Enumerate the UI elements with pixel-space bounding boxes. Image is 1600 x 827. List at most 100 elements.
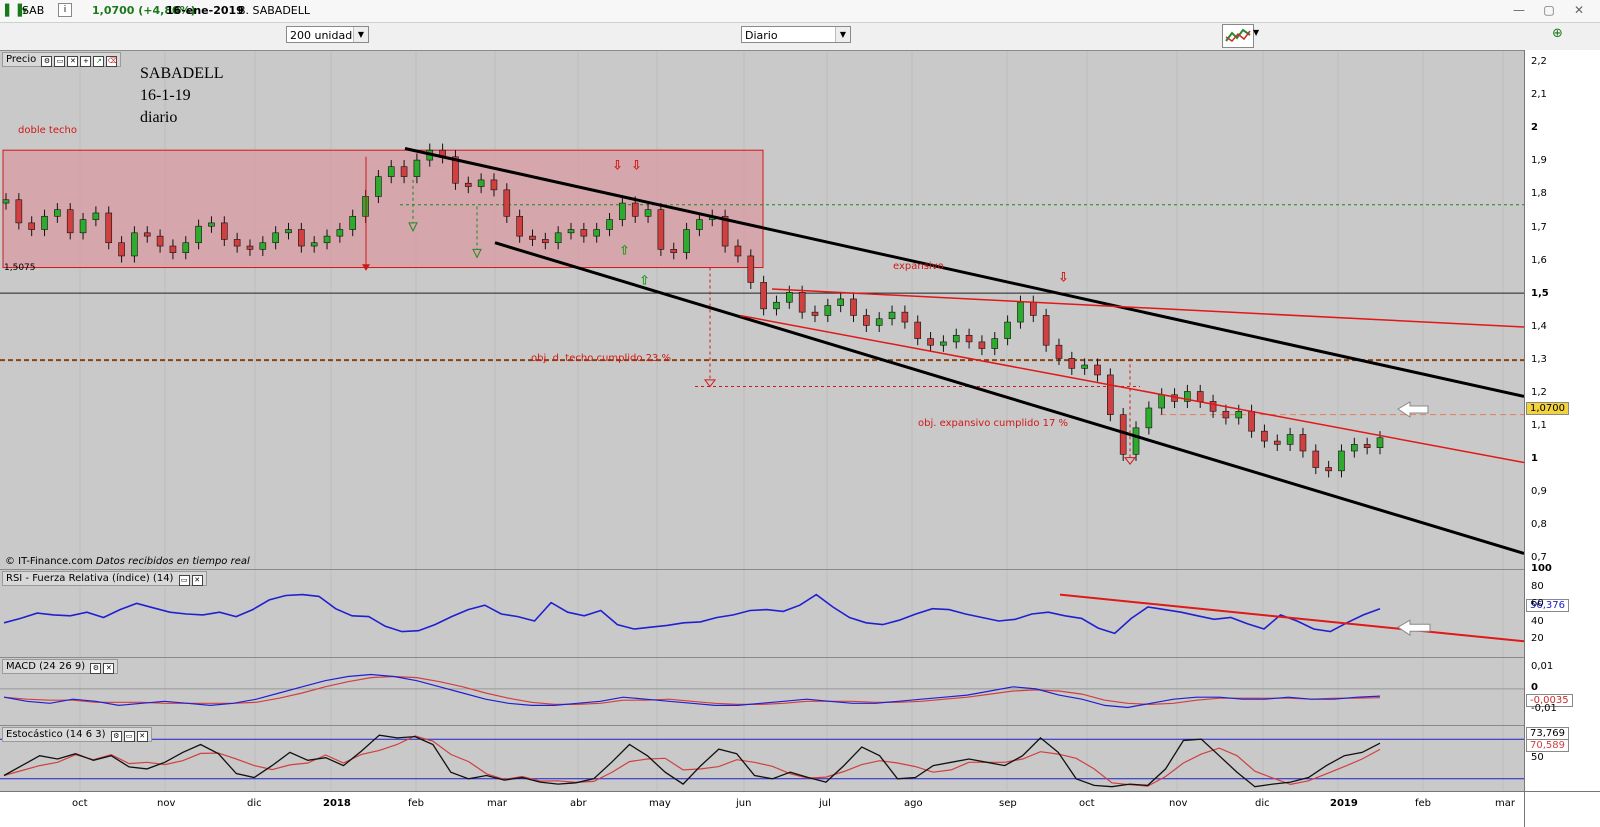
price-panel-title: Precio <box>6 54 37 65</box>
target-top-label: obj. d. techo cumplido 23 % <box>531 353 672 364</box>
candle-body <box>92 212 100 220</box>
minimize-icon[interactable]: — <box>1513 3 1525 17</box>
candle-body <box>965 334 973 343</box>
close-icon[interactable]: ✕ <box>191 575 203 586</box>
double-top-box <box>2 149 764 269</box>
wrench-icon[interactable]: ⚙ <box>110 731 122 742</box>
period-value: Diario <box>745 29 778 42</box>
candle-body <box>516 215 523 237</box>
maximize-icon[interactable]: ▢ <box>1543 3 1555 17</box>
signal-line <box>3 735 1381 787</box>
y-tick-label: 0 <box>1531 681 1538 693</box>
y-tick-label: 60 <box>1531 598 1544 610</box>
last-price-tag: 1,0700 <box>1526 402 1569 415</box>
candle-body <box>721 215 729 247</box>
close-icon[interactable]: ✕ <box>136 731 148 742</box>
candle-body <box>1222 411 1230 419</box>
x-tick-label: jul <box>819 798 831 809</box>
candle-body <box>567 229 575 234</box>
candle-body <box>1363 444 1371 448</box>
export-icon[interactable]: ↗ <box>93 56 105 67</box>
x-tick-label: abr <box>570 798 587 809</box>
candle-body <box>1004 321 1011 339</box>
window-icon[interactable]: ▭ <box>54 56 66 67</box>
macd-pane[interactable]: MACD (24 26 9) ⚙ ✕ <box>0 657 1524 726</box>
stoch-pane[interactable]: Estocástico (14 6 3) ⚙ ▭ ✕ <box>0 725 1524 792</box>
candle-body <box>246 245 254 250</box>
candle-body <box>850 298 857 316</box>
chart-type-button[interactable] <box>1222 24 1254 48</box>
x-tick-label: feb <box>408 798 425 809</box>
rsi-pane[interactable]: RSI - Fuerza Relativa (índice) (14) ▭ ✕ <box>0 569 1524 658</box>
candle-body <box>1376 437 1384 448</box>
candle-body <box>798 292 806 313</box>
candle-body <box>1299 434 1307 452</box>
units-select[interactable]: 200 unidades ▼ <box>286 26 369 43</box>
sell-signal-icon: ⇩ <box>1058 271 1069 286</box>
close-icon[interactable]: ✕ <box>103 663 115 674</box>
price-chart: ⇩ ⇩ ⇩ ⇧ ⇧ <box>0 51 1524 570</box>
stoch-y-axis: 73,769 70,589 50 <box>1524 725 1600 791</box>
candle-body <box>1312 450 1320 468</box>
candle-body <box>940 341 947 346</box>
candle-body <box>593 229 600 237</box>
expansive-label: expansivo <box>893 261 944 272</box>
y-tick-label: 1,7 <box>1531 221 1547 233</box>
x-tick-label: dic <box>1255 798 1270 809</box>
candle-body <box>1081 364 1088 369</box>
candle-body <box>734 245 742 257</box>
axis-corner <box>1524 791 1600 827</box>
candle-body <box>169 245 177 253</box>
candle-body <box>413 159 421 177</box>
candle-body <box>233 239 241 247</box>
chart-title: SABADELL <box>140 65 224 82</box>
rsi-trend-line <box>1059 593 1524 643</box>
window-icon[interactable]: ▭ <box>123 731 135 742</box>
buy-signal-icon: ⇧ <box>639 273 650 288</box>
candle-body <box>195 225 202 244</box>
rsi-panel-header: RSI - Fuerza Relativa (índice) (14) ▭ ✕ <box>2 571 207 586</box>
candle-body <box>310 242 318 247</box>
candle-body <box>696 219 703 230</box>
rsi-value-tag: 56,376 <box>1526 599 1569 612</box>
info-icon[interactable]: i <box>58 3 72 17</box>
candle-body <box>220 222 228 240</box>
candle-body <box>503 189 511 217</box>
candle-body <box>477 179 485 187</box>
delete-indicator-icon[interactable]: ⌫ <box>106 56 118 67</box>
chevron-down-icon[interactable]: ▼ <box>835 27 850 42</box>
close-icon[interactable]: ✕ <box>1573 3 1585 17</box>
candle-body <box>1196 391 1204 402</box>
candle-body <box>298 229 305 247</box>
candle-body <box>1248 411 1255 432</box>
wrench-icon[interactable]: ⚙ <box>41 56 53 67</box>
price-pane[interactable]: ⇩ ⇩ ⇩ ⇧ ⇧ Precio ⚙ ▭ ✕ + ↗ ⌫ SABADELL 16-1-19 dia… <box>0 50 1524 570</box>
double-top-label: doble techo <box>18 125 77 136</box>
candle-body <box>1042 315 1050 346</box>
x-tick-label: 2019 <box>1330 798 1358 809</box>
indicator-line <box>3 673 1381 709</box>
chevron-down-icon[interactable]: ▼ <box>1253 28 1260 37</box>
pointer-arrow-icon <box>1397 619 1431 637</box>
y-tick-label: 40 <box>1531 615 1544 627</box>
candle-body <box>529 235 536 240</box>
candle-body <box>182 242 190 253</box>
y-tick-label: 2,2 <box>1531 56 1547 68</box>
candle-body <box>464 182 472 187</box>
rsi-panel-title: RSI - Fuerza Relativa (índice) (14) <box>6 573 174 584</box>
candle-body <box>991 338 999 349</box>
candle-body <box>28 222 35 230</box>
candle-body <box>259 242 267 250</box>
chart-interval: diario <box>140 109 178 126</box>
candle-body <box>888 311 896 320</box>
candle-body <box>901 311 909 323</box>
wrench-icon[interactable]: ⚙ <box>90 663 102 674</box>
window-icon[interactable]: ▭ <box>178 575 190 586</box>
side-tool-icon[interactable]: ⊕ <box>1552 26 1563 41</box>
close-icon[interactable]: ✕ <box>67 56 79 67</box>
symbol-label[interactable]: SAB <box>22 4 45 17</box>
period-select[interactable]: Diario ▼ <box>741 26 851 43</box>
chevron-down-icon[interactable]: ▼ <box>353 27 368 42</box>
arrow-head-icon <box>362 264 370 271</box>
add-icon[interactable]: + <box>80 56 92 67</box>
